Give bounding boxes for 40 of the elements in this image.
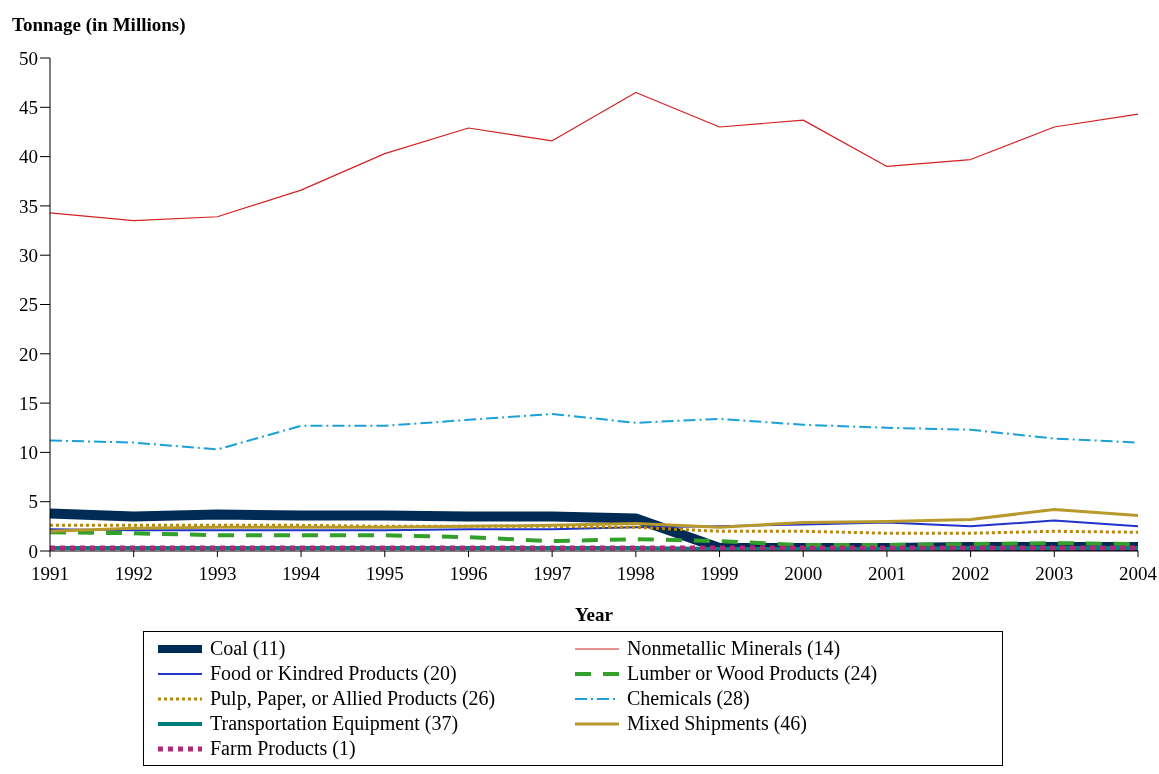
- legend-label: Lumber or Wood Products (24): [627, 661, 878, 686]
- x-tick-label: 2001: [867, 563, 906, 585]
- x-axis-title: Year: [575, 604, 614, 625]
- legend-label: Nonmetallic Minerals (14): [627, 636, 841, 661]
- line-series: [49, 519, 1139, 532]
- legend-label: Transportation Equipment (37): [210, 711, 459, 736]
- x-tick-label: 1999: [700, 563, 739, 585]
- y-tick-label: 35: [19, 195, 38, 217]
- line-series: [49, 91, 1139, 222]
- y-tick-label: 5: [28, 491, 38, 513]
- y-tick-label: 25: [19, 294, 38, 316]
- y-axis-title: Tonnage (in Millions): [12, 14, 186, 36]
- legend-label: Farm Products (1): [210, 736, 356, 761]
- y-tick-label: 30: [19, 244, 38, 266]
- legend-label: Mixed Shipments (46): [627, 711, 807, 736]
- x-tick-label: 2002: [951, 563, 990, 585]
- x-tick-label: 2003: [1035, 563, 1074, 585]
- line-series: [48, 508, 1140, 533]
- y-tick-label: 0: [28, 540, 38, 562]
- x-tick-label: 1995: [365, 563, 404, 585]
- x-tick-label: 1991: [31, 563, 69, 585]
- x-tick-label: 2004: [1119, 563, 1158, 585]
- y-tick-label: 15: [19, 392, 38, 414]
- x-tick-label: 1993: [198, 563, 237, 585]
- x-tick-label: 1997: [533, 563, 572, 585]
- x-tick-label: 1996: [449, 563, 488, 585]
- y-tick-label: 50: [19, 47, 38, 69]
- y-tick-label: 10: [19, 442, 38, 464]
- x-tick-label: 1992: [114, 563, 153, 585]
- x-tick-label: 2000: [784, 563, 823, 585]
- legend-label: Pulp, Paper, or Allied Products (26): [210, 686, 496, 711]
- line-series: [48, 523, 1140, 535]
- y-tick-label: 20: [19, 343, 38, 365]
- legend-label: Chemicals (28): [627, 686, 750, 711]
- legend-label: Food or Kindred Products (20): [210, 661, 457, 686]
- y-tick-label: 40: [19, 146, 38, 168]
- x-tick-label: 1998: [616, 563, 655, 585]
- x-tick-label: 1994: [282, 563, 321, 585]
- y-tick-label: 45: [19, 97, 38, 119]
- legend-label: Coal (11): [210, 636, 286, 661]
